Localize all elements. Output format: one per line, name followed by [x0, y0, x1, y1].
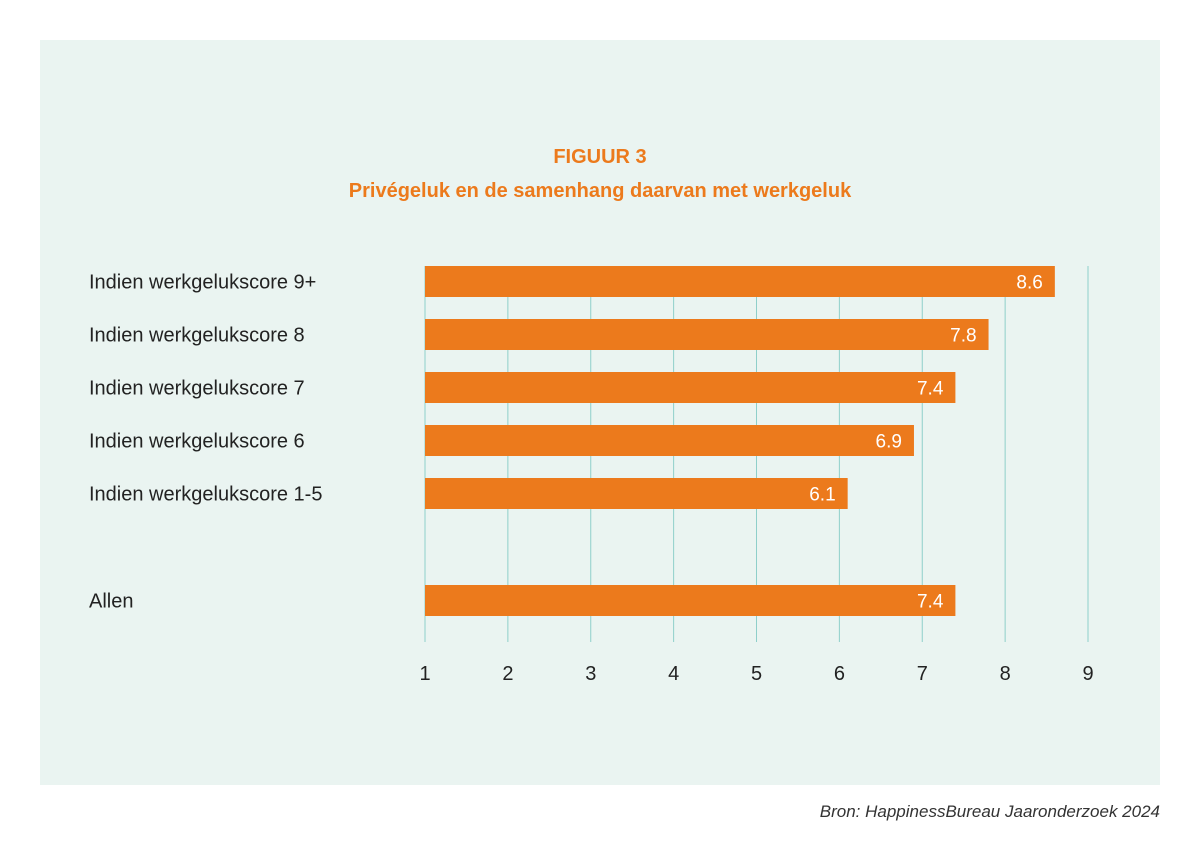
x-tick-label: 2	[502, 663, 513, 685]
category-label: Indien werkgelukscore 9+	[89, 272, 316, 294]
category-label: Indien werkgelukscore 8	[89, 325, 305, 347]
x-tick-label: 7	[917, 663, 928, 685]
bar-value-label: 7.8	[950, 326, 976, 347]
bar	[425, 266, 1055, 297]
x-tick-label: 9	[1082, 663, 1093, 685]
bar-value-label: 7.4	[917, 592, 944, 613]
bar-value-label: 6.9	[876, 432, 902, 453]
x-tick-label: 1	[419, 663, 430, 685]
x-tick-label: 8	[1000, 663, 1011, 685]
category-label: Indien werkgelukscore 6	[89, 431, 305, 453]
bar-value-label: 6.1	[809, 485, 835, 506]
bar	[425, 372, 956, 403]
x-tick-label: 6	[834, 663, 845, 685]
category-label: Indien werkgelukscore 7	[89, 378, 305, 400]
category-label: Indien werkgelukscore 1-5	[89, 484, 322, 506]
x-tick-label: 3	[585, 663, 596, 685]
chart-panel	[40, 40, 1160, 785]
source-note: Bron: HappinessBureau Jaaronderzoek 2024	[819, 802, 1160, 821]
chart-title: Privégeluk en de samenhang daarvan met w…	[348, 180, 852, 202]
bar	[425, 585, 956, 616]
bar	[425, 319, 989, 350]
bar	[425, 425, 914, 456]
bar-value-label: 8.6	[1016, 273, 1042, 294]
category-label: Allen	[89, 591, 133, 613]
bar	[425, 478, 848, 509]
figure-label: FIGUUR 3	[553, 146, 647, 168]
x-tick-label: 4	[668, 663, 679, 685]
x-tick-label: 5	[751, 663, 762, 685]
bar-value-label: 7.4	[917, 379, 944, 400]
